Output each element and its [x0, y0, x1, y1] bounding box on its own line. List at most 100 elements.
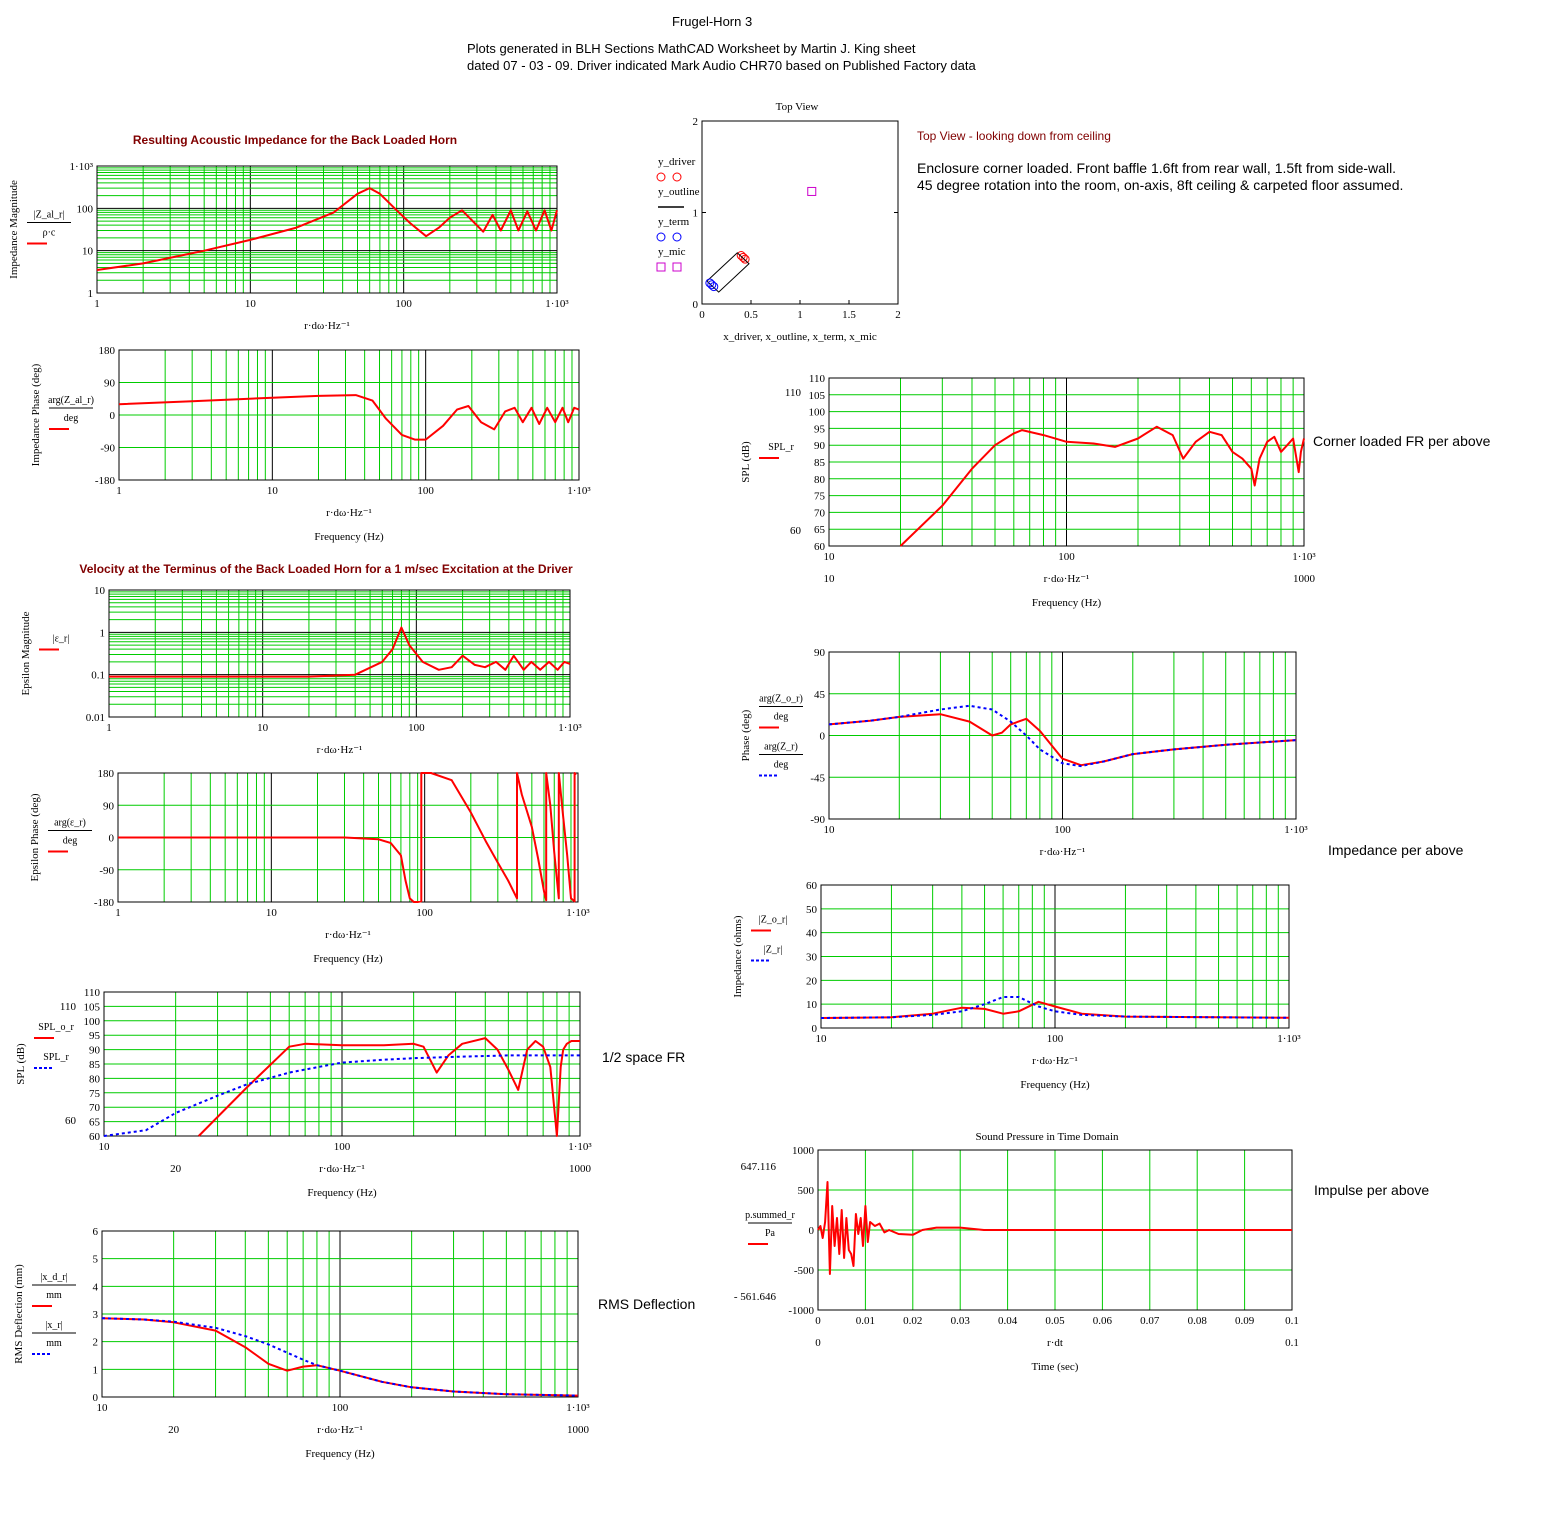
x-axis-label: r·dω·Hz⁻¹ — [325, 929, 371, 941]
y-tick-label: 60 — [814, 541, 826, 553]
y-tick-label: 75 — [814, 491, 826, 503]
y-tick-extra: 647.116 — [741, 1161, 777, 1173]
series-line — [828, 704, 1297, 768]
chart-impedance: 10 100 1·10³0102030405060r·dω·Hz⁻¹Frequenc… — [732, 880, 1301, 1091]
x-axis-label-2: Frequency (Hz) — [1032, 597, 1102, 609]
y-tick-label: -1000 — [788, 1305, 814, 1317]
x-tick-label: 1·10³ — [567, 485, 591, 497]
x-tick-label-secondary: 20 — [170, 1163, 182, 1175]
legend-swatch — [672, 262, 682, 272]
y-tick-label: 5 — [93, 1254, 99, 1266]
y-tick-label: 95 — [814, 423, 826, 435]
header-line2: dated 07 - 03 - 09. Driver indicated Mar… — [467, 58, 976, 73]
legend-denominator: deg — [64, 413, 78, 424]
x-tick-label: 10 — [816, 1033, 828, 1045]
chart-rms-deflection: 10 100 1·10³ 20 1000 0 1 2 3 4 5 6 r·dω·Hz⁻¹ Frequenc… — [13, 1226, 590, 1460]
y-tick-label: -90 — [99, 865, 114, 877]
x-tick-label: 100 — [334, 1141, 351, 1153]
y-tick-label: -180 — [94, 897, 115, 909]
y-tick-label: 45 — [814, 689, 826, 701]
x-tick-label: 1.5 — [842, 309, 856, 321]
y-tick-label: 50 — [806, 904, 818, 916]
y-tick-label: 70 — [814, 507, 826, 519]
legend-denominator: deg — [774, 760, 788, 771]
x-axis-label: r·dω·Hz⁻¹ — [1040, 846, 1086, 858]
plot-frame — [103, 991, 581, 1137]
y-tick-label: 10 — [94, 585, 106, 597]
x-tick-label: 0.08 — [1188, 1315, 1208, 1327]
y-tick-label: 180 — [98, 768, 115, 780]
y-tick-label: 85 — [89, 1059, 101, 1071]
y-tick-label: 0.1 — [91, 670, 105, 682]
y-tick-label: 0 — [110, 410, 116, 422]
y-tick-label: -500 — [794, 1265, 815, 1277]
y-tick-label: 1000 — [792, 1145, 815, 1157]
y-tick-label: 80 — [814, 474, 826, 486]
plot-frame — [108, 589, 571, 718]
rms-note: RMS Deflection — [598, 1296, 696, 1312]
x-tick-label: 0.05 — [1045, 1315, 1065, 1327]
x-tick-label: 0.1 — [1285, 1315, 1299, 1327]
y-tick-label: 180 — [99, 345, 116, 357]
legend-label: p.summed_r — [745, 1210, 795, 1221]
x-tick-label: 1·10³ — [566, 1402, 590, 1414]
legend-label: SPL_r — [768, 442, 794, 453]
x-tick-label: 0.09 — [1235, 1315, 1255, 1327]
plot-frame — [828, 651, 1297, 820]
x-axis-label: r·dt — [1047, 1337, 1063, 1349]
legend-swatch — [656, 262, 666, 272]
chart-title: Resulting Acoustic Impedance for the Bac… — [133, 133, 457, 147]
series-line — [101, 1317, 579, 1397]
x-tick-label: 0.04 — [998, 1315, 1018, 1327]
x-tick-label-secondary: 20 — [168, 1424, 180, 1436]
chart-acoustic-impedance: 1 10 100 1·10³ 1 10 100 1·10³ r·dω·Hz⁻¹ Impedance… — [8, 133, 569, 332]
x-tick-label: 100 — [332, 1402, 349, 1414]
y-tick-label: 110 — [809, 373, 826, 385]
x-tick-label-secondary: 0 — [815, 1337, 821, 1349]
x-tick-label: 100 — [408, 722, 425, 734]
y-tick-extra: 60 — [65, 1115, 77, 1127]
x-axis-label: r·dω·Hz⁻¹ — [1044, 573, 1090, 585]
x-tick-label: 1·10³ — [545, 298, 569, 310]
y-tick-label: 10 — [806, 999, 818, 1011]
x-tick-label: 10 — [824, 551, 836, 563]
half-space-note: 1/2 space FR — [602, 1049, 686, 1065]
legend-swatch — [672, 172, 682, 182]
y-tick-label: 6 — [93, 1226, 99, 1238]
plot-frame — [701, 120, 899, 305]
x-tick-label: 1 — [115, 907, 121, 919]
legend-label: SPL_r — [43, 1052, 69, 1063]
y-tick-label: 100 — [77, 203, 94, 215]
y-tick-label: 95 — [89, 1030, 101, 1042]
y-tick-label: 65 — [89, 1117, 101, 1129]
y-tick-label: 105 — [809, 390, 826, 402]
y-tick-label: 2 — [693, 116, 699, 128]
chart-spl-half-space: 10 100 1·10³ 20 1000 60 65 70 75 80 85 90 95 100 105 11… — [15, 987, 592, 1199]
x-tick-label: 100 — [416, 907, 433, 919]
legend-label: y_driver — [658, 156, 696, 168]
series-line — [109, 626, 571, 678]
plot-frame — [118, 349, 580, 481]
top-view-caption: Top View - looking down from ceiling — [917, 129, 1111, 143]
chart-title: Velocity at the Terminus of the Back Loa… — [79, 562, 573, 576]
y-tick-label: 1 — [93, 1364, 99, 1376]
y-tick-label: 10 — [82, 246, 94, 258]
y-tick-label: 1 — [100, 627, 106, 639]
y-tick-extra: 110 — [60, 1001, 77, 1013]
driver-marker — [740, 254, 750, 264]
y-tick-label: 90 — [103, 800, 115, 812]
legend-denominator: ρ·c — [43, 228, 56, 239]
series-line — [101, 1317, 579, 1397]
series-line — [118, 394, 580, 441]
y-tick-label: 90 — [814, 440, 826, 452]
legend-label: |x_r| — [45, 1320, 62, 1331]
legend-denominator: mm — [46, 1290, 62, 1301]
driver-marker — [738, 252, 748, 262]
x-tick-label: 10 — [99, 1141, 111, 1153]
y-tick-label: 4 — [93, 1281, 99, 1293]
x-axis-label: x_driver, x_outline, x_term, x_mic — [723, 331, 877, 343]
y-tick-label: 85 — [814, 457, 826, 469]
x-axis-label: r·dω·Hz⁻¹ — [304, 320, 350, 332]
x-tick-label: 0.5 — [744, 309, 758, 321]
x-axis-label: r·dω·Hz⁻¹ — [1032, 1055, 1078, 1067]
